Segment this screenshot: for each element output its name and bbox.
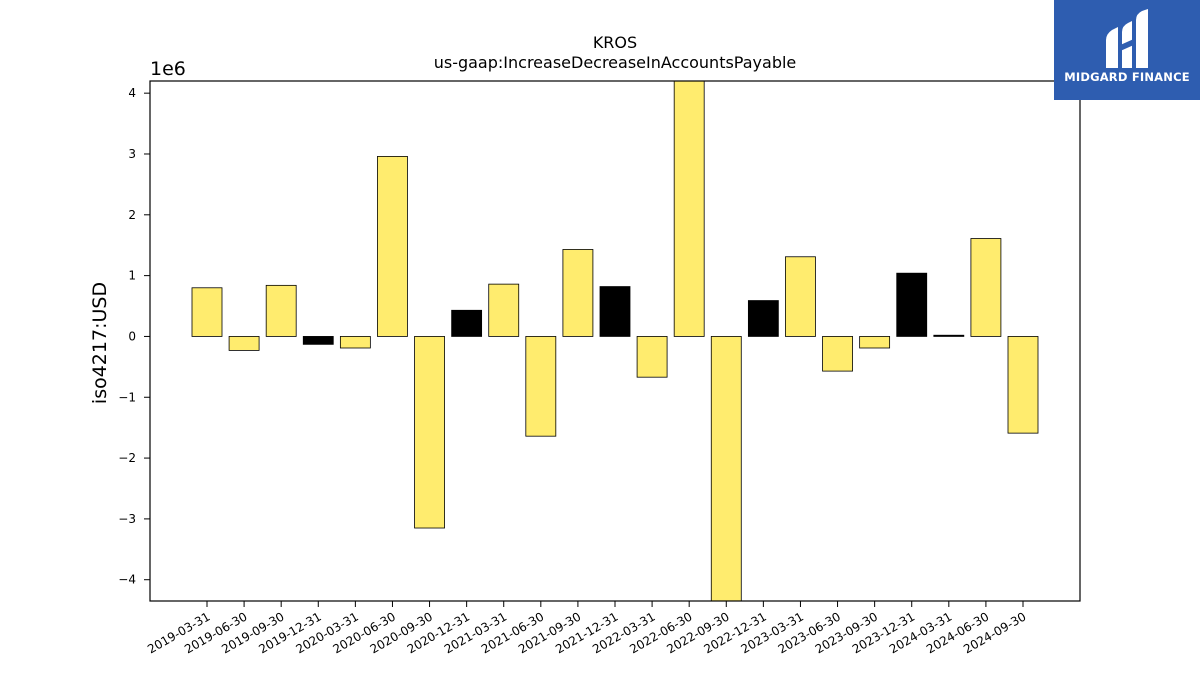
y-tick-label: 3 (128, 147, 136, 161)
bar-2019-03-31 (191, 287, 223, 337)
y-tick-label: 2 (128, 208, 136, 222)
bar-2021-03-31 (488, 283, 520, 337)
bar-2022-09-30 (710, 336, 742, 602)
bar-2019-06-30 (228, 336, 260, 351)
bar-2021-06-30 (525, 336, 557, 437)
bar-2023-09-30 (859, 336, 891, 349)
chart-subtitle: us-gaap:IncreaseDecreaseInAccountsPayabl… (434, 53, 797, 72)
y-tick-label: 4 (128, 86, 136, 100)
bar-2022-12-31 (747, 300, 779, 337)
y-tick-label: −3 (118, 512, 136, 526)
bar-2023-06-30 (822, 336, 853, 372)
bar-2023-12-31 (896, 272, 928, 337)
y-ticks-group: −4 −3 −2 −1 0 1 2 3 4 (118, 86, 150, 587)
bar-2022-06-30 (673, 80, 705, 337)
bar-2022-03-31 (636, 336, 668, 378)
bar-2019-09-30 (265, 284, 297, 337)
y-scale-label: 1e6 (150, 58, 186, 80)
bar-2021-09-30 (562, 249, 594, 337)
midgard-logo-icon (1106, 9, 1148, 68)
y-axis-label: iso4217:USD (89, 282, 111, 404)
chart-title: KROS (593, 33, 637, 52)
bar-2023-03-31 (785, 256, 816, 337)
bars-group (191, 80, 1039, 602)
x-ticks-group: 2019-03-312019-06-302019-09-302019-12-31… (145, 601, 1029, 656)
bar-2019-12-31 (302, 336, 334, 345)
y-tick-label: 1 (128, 269, 136, 283)
bar-2020-06-30 (377, 156, 408, 337)
y-tick-label: −1 (118, 390, 136, 404)
bar-2021-12-31 (599, 286, 631, 337)
bar-2024-03-31 (933, 334, 965, 337)
y-tick-label: −4 (118, 573, 136, 587)
y-tick-label: 0 (128, 329, 136, 343)
bar-2020-09-30 (414, 336, 445, 529)
bar-2020-12-31 (451, 309, 483, 337)
bar-2024-06-30 (970, 238, 1002, 337)
y-tick-label: −2 (118, 451, 136, 465)
logo-text: MIDGARD FINANCE (1064, 70, 1190, 84)
midgard-finance-logo: MIDGARD FINANCE (1054, 0, 1200, 100)
bar-2020-03-31 (339, 336, 371, 349)
bar-2024-09-30 (1007, 336, 1039, 434)
plot-frame (149, 80, 1081, 602)
